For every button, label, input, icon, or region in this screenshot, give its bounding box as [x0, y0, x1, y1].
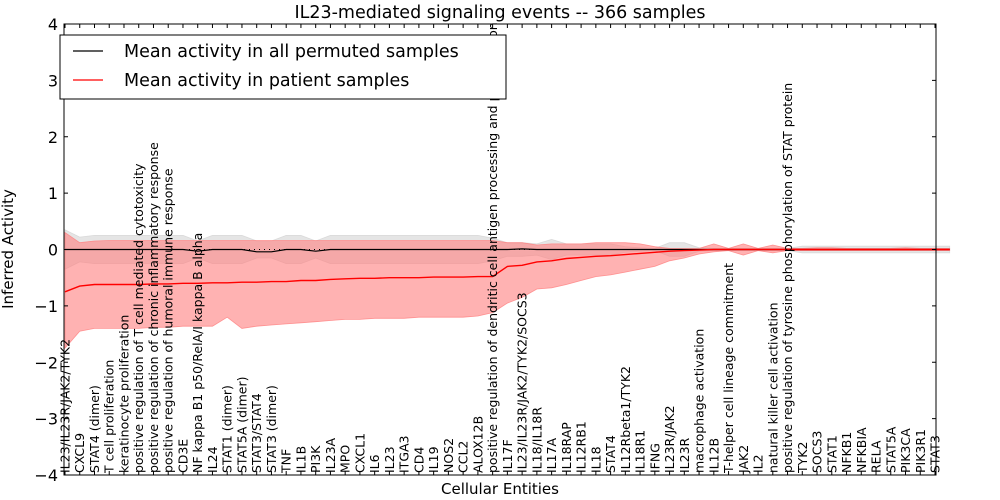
x-tick-label: IL23A: [323, 437, 338, 473]
lines-layer: [64, 248, 950, 293]
y-tick-label: −4: [34, 466, 58, 485]
x-tick-label: CXCL9: [72, 433, 87, 473]
x-tick-label: JAK2: [736, 445, 751, 474]
x-tick-label: STAT1: [824, 435, 839, 473]
y-axis: −4 −3 −2 −1 0 1 2 3 4: [34, 15, 936, 485]
y-tick-label: 1: [48, 184, 58, 203]
x-tick-label: STAT3 (dimer): [264, 385, 279, 473]
x-tick-label: CCL2: [456, 441, 471, 473]
x-tick-label: positive regulation of dendritic cell an…: [485, 22, 500, 473]
x-tick-label: macrophage activation: [692, 329, 707, 473]
x-tick-label: STAT4 (dimer): [87, 385, 102, 473]
x-tick-label: IL6: [367, 454, 382, 473]
legend-box: [59, 34, 507, 100]
x-tick-label: SOCS3: [810, 431, 825, 473]
x-tick-label: positive regulation of T cell mediated c…: [131, 163, 146, 473]
x-tick-label: IL23/IL23R/JAK2/TYK2/SOCS3: [515, 292, 530, 473]
x-tick-label: MPO: [338, 445, 353, 473]
x-tick-label: IL12Rbeta1/TYK2: [618, 366, 633, 473]
x-tick-label: IL23/IL23R/JAK2/TYK2: [58, 339, 73, 473]
legend-label-permuted: Mean activity in all permuted samples: [124, 42, 459, 62]
category-labels: IL23/IL23R/JAK2/TYK2 CXCL9 STAT4 (dimer) T …: [58, 22, 943, 474]
x-tick-label: PIK3CA: [898, 428, 913, 473]
x-axis-label: Cellular Entities: [441, 480, 559, 498]
x-tick-label: IL23R/JAK2: [662, 405, 677, 473]
x-tick-label: ITGA3: [397, 435, 412, 473]
x-tick-label: IL23R: [677, 437, 692, 473]
x-tick-label: PI3K: [308, 445, 323, 473]
x-tick-label: PIK3R1: [913, 429, 928, 473]
x-tick-label: TNF: [279, 449, 294, 474]
y-tick-label: 0: [48, 241, 58, 260]
x-tick-label: CD3E: [176, 439, 191, 473]
x-tick-label: IL2: [751, 454, 766, 473]
x-tick-label: IL23: [382, 446, 397, 473]
x-tick-label: STAT4: [603, 435, 618, 473]
x-tick-label: CXCL1: [352, 433, 367, 473]
x-tick-label: IL18: [588, 446, 603, 473]
y-tick-label: 2: [48, 128, 58, 147]
x-tick-label: natural killer cell activation: [765, 302, 780, 473]
x-tick-label: IL18RAP: [559, 422, 574, 473]
x-tick-label: TYK2: [795, 442, 810, 474]
x-tick-label: IL12RB1: [574, 421, 589, 473]
x-tick-label: RELA: [869, 440, 884, 473]
x-tick-label: NF kappa B1 p50/RelA/I kappa B alpha: [190, 233, 205, 473]
y-tick-label: 4: [48, 15, 58, 34]
y-tick-label: −1: [34, 297, 58, 316]
x-tick-label: IL24: [205, 446, 220, 473]
x-axis-ticks: [64, 24, 936, 475]
x-tick-label: STAT3/STAT4: [249, 393, 264, 473]
x-tick-label: T-helper cell lineage commitment: [721, 263, 736, 474]
x-tick-label: STAT1 (dimer): [220, 385, 235, 473]
legend-label-patient: Mean activity in patient samples: [124, 71, 409, 91]
x-tick-label: positive regulation of tyrosine phosphor…: [780, 83, 795, 473]
y-tick-label: −3: [34, 410, 58, 429]
x-tick-label: STAT5A: [883, 426, 898, 473]
chart-title: IL23-mediated signaling events -- 366 sa…: [294, 3, 705, 23]
x-tick-label: IL18R1: [633, 430, 648, 473]
x-tick-label: NFKB1: [839, 432, 854, 473]
x-tick-label: IL18/IL18R: [529, 407, 544, 473]
x-tick-label: IFNG: [647, 443, 662, 473]
y-axis-label: Inferred Activity: [0, 189, 17, 309]
patient-band: [64, 231, 951, 350]
x-tick-label: NOS2: [441, 438, 456, 473]
legend: Mean activity in all permuted samples Me…: [59, 34, 507, 100]
x-tick-label: positive regulation of chronic inflammat…: [146, 142, 161, 473]
x-tick-label: positive regulation of humoral immune re…: [161, 168, 176, 473]
x-tick-label: STAT3: [928, 435, 943, 473]
x-tick-label: IL19: [426, 446, 441, 473]
x-tick-label: IL17A: [544, 437, 559, 473]
x-tick-label: T cell proliferation: [102, 360, 117, 474]
x-tick-label: CD4: [411, 447, 426, 473]
y-tick-label: −2: [34, 353, 58, 372]
x-tick-label: IL12B: [706, 438, 721, 473]
y-tick-label: 3: [48, 71, 58, 90]
x-tick-label: IL1B: [293, 446, 308, 473]
x-tick-label: NFKBIA: [854, 427, 869, 473]
x-tick-label: IL17F: [500, 439, 515, 473]
x-tick-label: keratinocyte proliferation: [117, 315, 132, 473]
x-tick-label: ALOX12B: [470, 416, 485, 473]
x-tick-label: STAT5A (dimer): [234, 377, 249, 473]
